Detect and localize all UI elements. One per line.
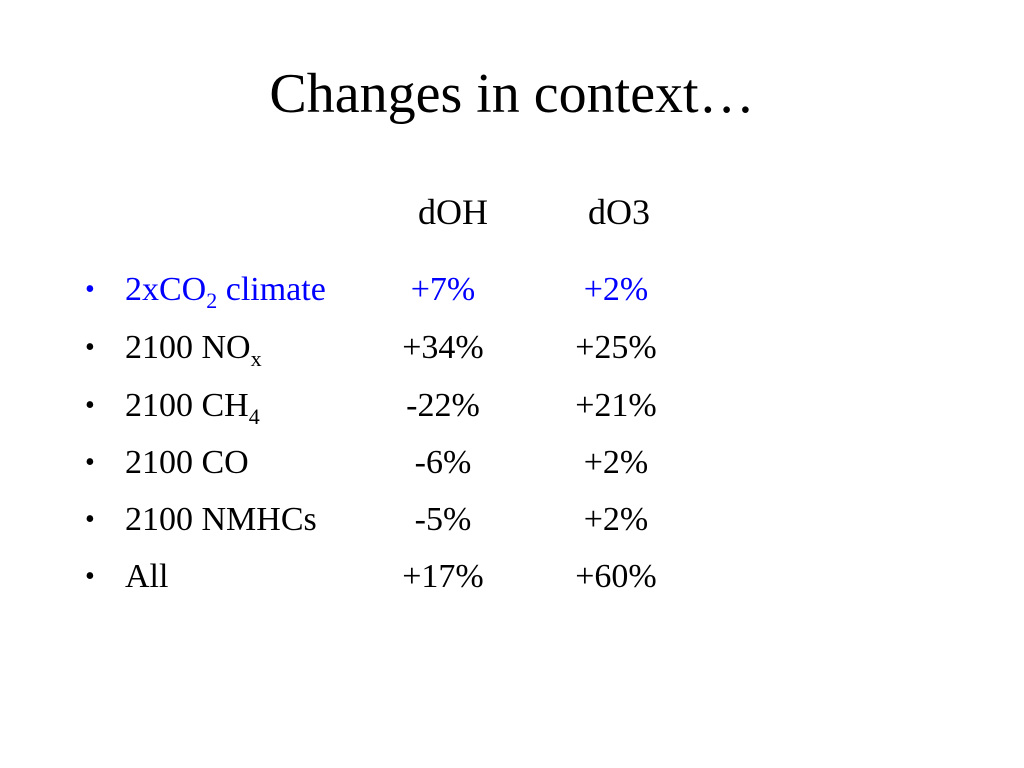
row-label: All — [125, 558, 169, 595]
bullet-marker: • — [85, 504, 95, 535]
doh-value: +34% — [402, 329, 484, 366]
list-item: • All +17% +60% — [0, 549, 1024, 605]
list-item: • 2100 NOx +34% +25% — [0, 320, 1024, 376]
doh-value: +17% — [402, 558, 484, 595]
list-item: • 2100 CO -6% +2% — [0, 435, 1024, 491]
do3-value: +2% — [583, 271, 649, 308]
bullet-marker: • — [85, 274, 95, 305]
do3-value: +60% — [575, 558, 657, 595]
bullet-marker: • — [85, 390, 95, 421]
list-item: • 2100 CH4 -22% +21% — [0, 378, 1024, 434]
doh-value: -5% — [414, 501, 472, 538]
do3-value: +21% — [575, 387, 657, 424]
slide-title: Changes in context… — [269, 63, 755, 125]
list-item: • 2xCO2 climate +7% +2% — [0, 262, 1024, 318]
do3-value: +25% — [575, 329, 657, 366]
row-label: 2xCO2 climate — [125, 271, 326, 313]
column-header-doh: dOH — [418, 192, 488, 232]
row-label: 2100 CH4 — [125, 387, 260, 429]
doh-value: +7% — [410, 271, 476, 308]
row-label: 2100 NOx — [125, 329, 262, 371]
row-label: 2100 NMHCs — [125, 501, 317, 538]
do3-value: +2% — [583, 501, 649, 538]
bullet-marker: • — [85, 447, 95, 478]
bullet-marker: • — [85, 561, 95, 592]
doh-value: -22% — [406, 387, 480, 424]
bullet-marker: • — [85, 332, 95, 363]
list-item: • 2100 NMHCs -5% +2% — [0, 492, 1024, 548]
doh-value: -6% — [414, 444, 472, 481]
column-header-do3: dO3 — [588, 192, 650, 232]
row-label: 2100 CO — [125, 444, 249, 481]
do3-value: +2% — [583, 444, 649, 481]
